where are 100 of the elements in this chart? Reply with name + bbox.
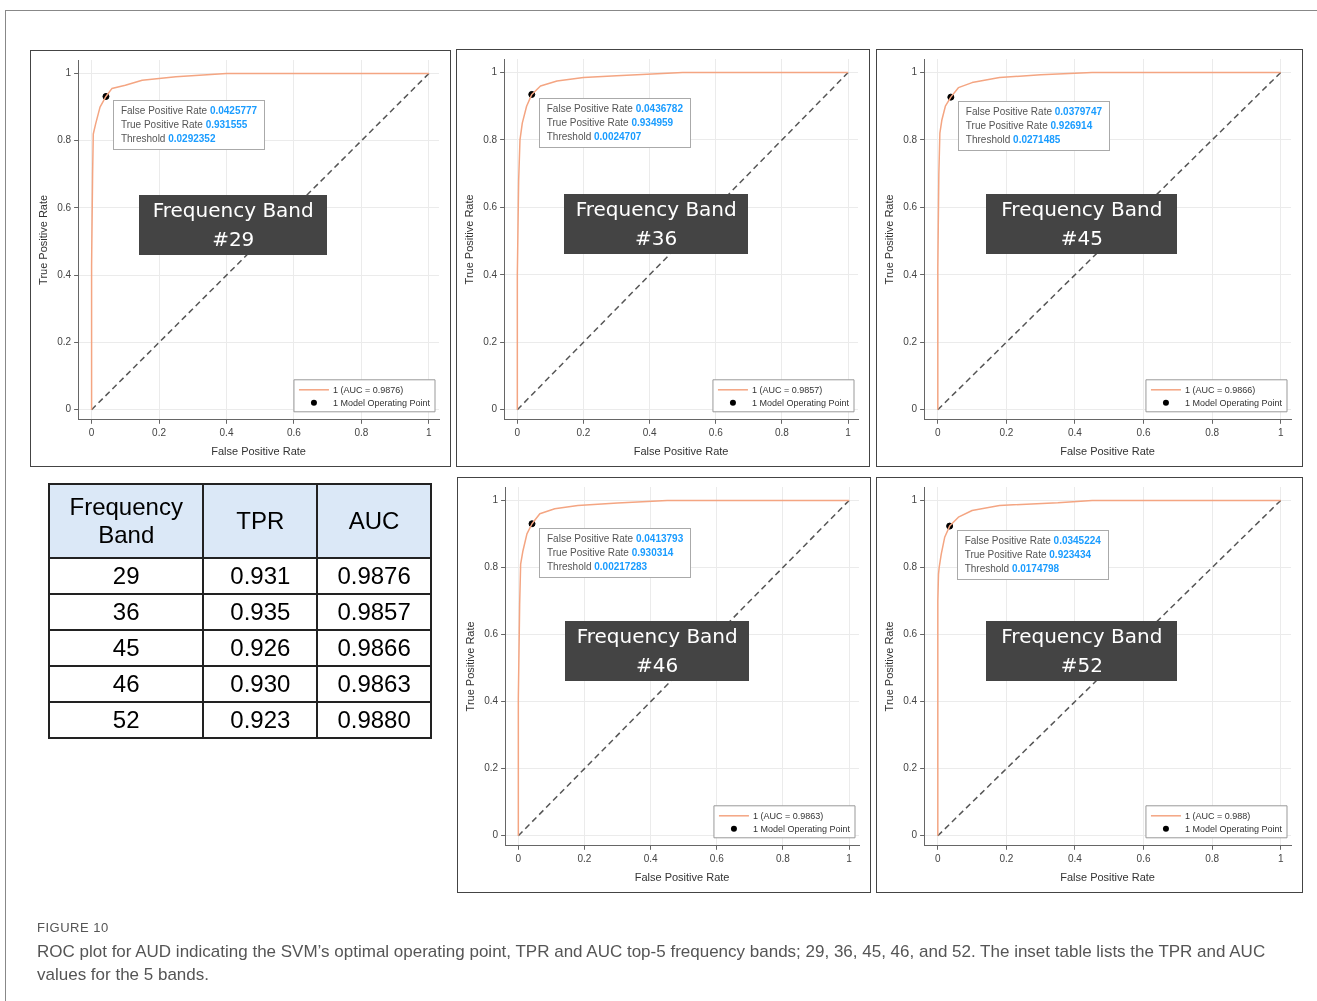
- y-tick-label: 0.2: [903, 335, 918, 347]
- x-tick-label: 1: [846, 852, 853, 864]
- annotation: False Positive Rate 0.0436782: [546, 102, 683, 117]
- text: 0.9866: [337, 634, 411, 661]
- x-axis-title: False Positive Rate: [634, 871, 730, 884]
- text: Frequency Band #52: [986, 621, 1178, 682]
- x-tick-label: 0: [514, 426, 521, 438]
- y-axis-title: True Positive Rate: [462, 194, 475, 285]
- y-tick-label: 0.2: [903, 762, 918, 774]
- x-tick-label: 1: [426, 426, 433, 438]
- x-tick-label: 0.8: [1205, 426, 1220, 438]
- text: 0.9857: [337, 598, 411, 625]
- x-tick-label: 0.4: [643, 852, 659, 864]
- x-tick-label: 0.6: [287, 426, 302, 438]
- annotation: False Positive Rate 0.0413793: [547, 531, 684, 546]
- y-tick-label: 0: [65, 403, 72, 415]
- y-tick-label: 0: [911, 829, 918, 841]
- y-tick-label: 0.8: [484, 561, 499, 573]
- y-tick-label: 1: [65, 67, 72, 79]
- text: Frequency Band #36: [564, 194, 749, 255]
- x-tick-label: 0.4: [642, 426, 658, 438]
- x-axis-title: False Positive Rate: [1060, 445, 1155, 458]
- y-tick-label: 1: [911, 494, 918, 506]
- y-tick-label: 0.4: [903, 695, 918, 707]
- x-tick-label: 0.4: [1068, 426, 1083, 438]
- x-tick-label: 0.6: [708, 426, 724, 438]
- text: Frequency Band #29: [139, 194, 328, 255]
- y-axis-title: True Positive Rate: [36, 194, 49, 285]
- category-label: AUC: [317, 484, 431, 558]
- x-tick-label: 0.8: [354, 426, 369, 438]
- x-tick-label: 1: [845, 426, 852, 438]
- text: 0.923: [230, 706, 291, 733]
- annotation: False Positive Rate 0.0425777: [120, 104, 258, 119]
- category-label: 46: [112, 670, 140, 697]
- y-axis-title: True Positive Rate: [882, 194, 895, 285]
- y-tick-label: 1: [492, 494, 499, 506]
- x-tick-label: 0.6: [1136, 852, 1151, 864]
- annotation: True Positive Rate 0.923434: [964, 548, 1093, 563]
- y-tick-label: 0.8: [903, 561, 918, 573]
- legend-label: 1 (AUC = 0.9876): [332, 384, 404, 395]
- y-tick-label: 1: [491, 66, 498, 78]
- text: 0.935: [230, 598, 291, 625]
- y-tick-label: 0.6: [484, 628, 499, 640]
- legend-label: 1 (AUC = 0.988): [1184, 810, 1251, 821]
- x-axis-title: False Positive Rate: [211, 445, 306, 458]
- text: 0.9863: [337, 670, 411, 697]
- y-tick-label: 0.2: [57, 336, 72, 348]
- text: 0.931: [230, 562, 291, 589]
- y-tick-label: 0.4: [483, 268, 498, 280]
- annotation: False Positive Rate 0.0345224: [964, 534, 1101, 549]
- annotation: True Positive Rate 0.926914: [965, 119, 1094, 134]
- x-tick-label: 0: [515, 852, 522, 864]
- y-tick-label: 0: [491, 403, 498, 415]
- text: 0.930: [230, 670, 291, 697]
- y-tick-label: 0.4: [57, 268, 72, 280]
- category-label: 52: [112, 706, 140, 733]
- y-tick-label: 0.2: [484, 762, 499, 774]
- y-tick-label: 0.6: [903, 201, 918, 213]
- y-tick-label: 0.6: [57, 201, 72, 213]
- legend-label: 1 (AUC = 0.9863): [752, 810, 824, 821]
- category-label: TPR: [203, 484, 318, 558]
- x-tick-label: 1: [1277, 426, 1284, 438]
- x-axis-title: False Positive Rate: [633, 445, 729, 458]
- x-tick-label: 0.8: [1205, 852, 1220, 864]
- category-label: Frequency Band: [49, 484, 204, 558]
- x-tick-label: 0.2: [152, 426, 167, 438]
- y-tick-label: 0.4: [484, 695, 499, 707]
- x-tick-label: 0.2: [576, 426, 591, 438]
- y-tick-label: 0.4: [903, 268, 918, 280]
- annotation: False Positive Rate 0.0379747: [965, 105, 1103, 120]
- y-axis-title: True Positive Rate: [882, 621, 895, 712]
- x-tick-label: 0.8: [775, 852, 791, 864]
- annotation: True Positive Rate 0.934959: [546, 116, 675, 131]
- y-tick-label: 0.2: [483, 335, 498, 347]
- x-tick-label: 0.6: [709, 852, 725, 864]
- y-tick-label: 0.8: [483, 133, 498, 145]
- annotation: Threshold 0.0292352: [120, 132, 217, 147]
- x-tick-label: 0.2: [577, 852, 592, 864]
- x-tick-label: 0.8: [774, 426, 790, 438]
- y-tick-label: 0: [492, 829, 499, 841]
- text: 0.926: [230, 634, 291, 661]
- annotation: Threshold 0.00217283: [547, 559, 649, 574]
- legend-label: 1 Model Operating Point: [1184, 397, 1283, 408]
- category-label: 36: [112, 598, 140, 625]
- x-tick-label: 0.6: [1136, 426, 1151, 438]
- x-tick-label: 0: [88, 426, 95, 438]
- annotation: True Positive Rate 0.931555: [120, 118, 249, 133]
- annotation: True Positive Rate 0.930314: [547, 545, 675, 560]
- x-tick-label: 0: [935, 852, 942, 864]
- text: Frequency Band #46: [565, 621, 750, 682]
- legend-label: 1 (AUC = 0.9857): [751, 384, 823, 395]
- x-tick-label: 0.4: [1068, 852, 1083, 864]
- text: ROC plot for AUD indicating the SVM’s optimal operating point, TPR and AUC top-5 frequency bands; 29, 36, 45, 46, and 52. The inset table lists the TPR and AUC values for the 5 bands.: [37, 941, 1267, 986]
- category-label: 45: [112, 634, 140, 661]
- caption: FIGURE 10: [37, 920, 110, 935]
- x-axis-title: False Positive Rate: [1060, 871, 1155, 884]
- text: 0.9876: [337, 562, 411, 589]
- text: Frequency Band #45: [986, 194, 1178, 255]
- y-tick-label: 0.6: [903, 628, 918, 640]
- x-tick-label: 0.2: [999, 852, 1014, 864]
